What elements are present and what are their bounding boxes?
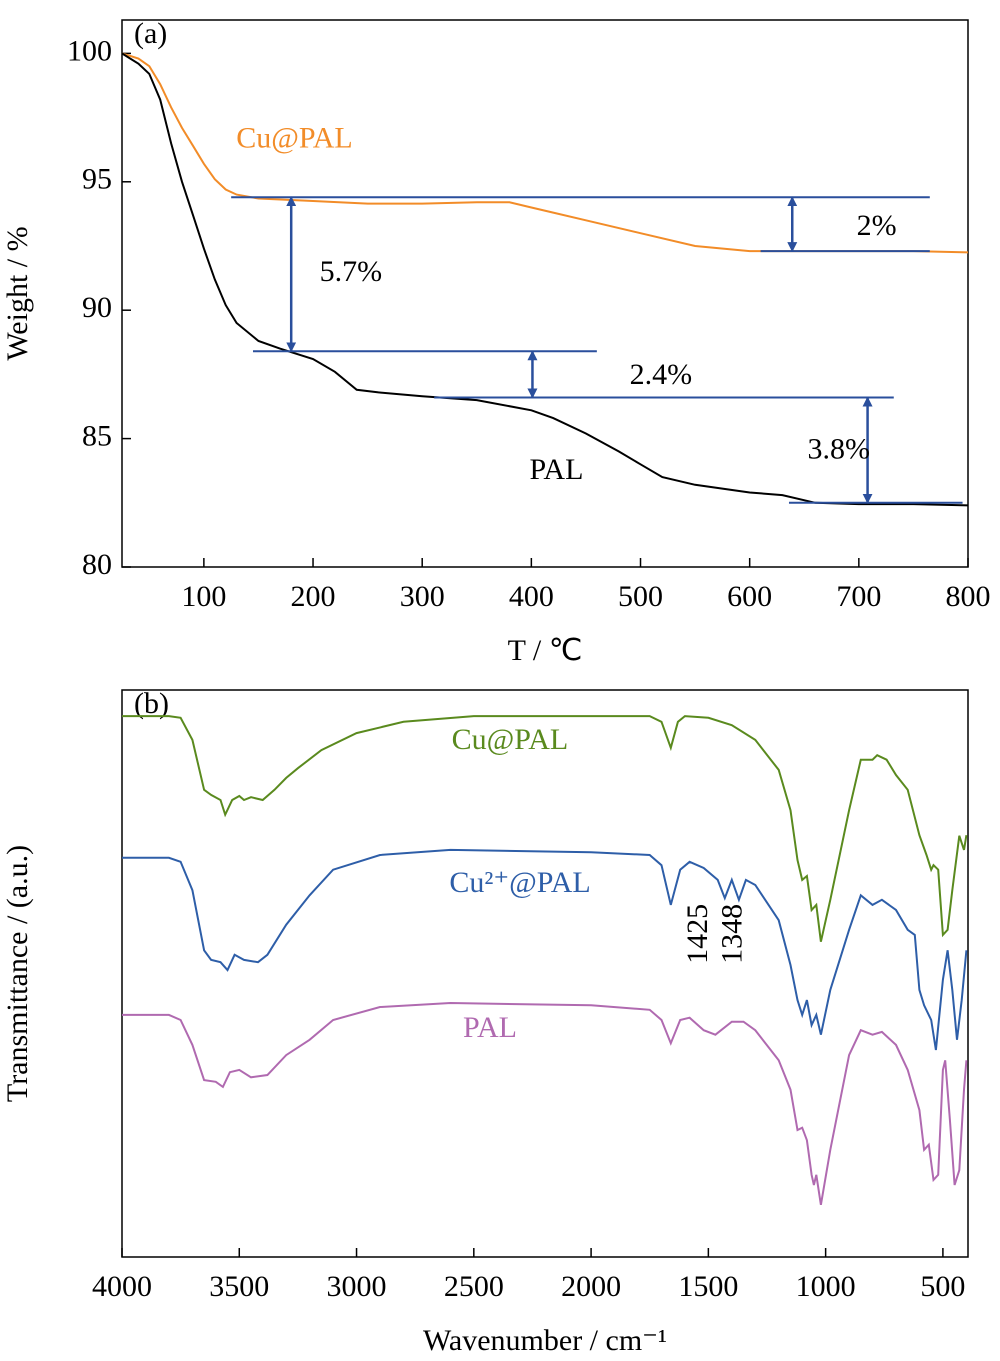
x-tick-label: 600 (727, 580, 772, 613)
y-tick-label: 85 (82, 419, 112, 452)
x-tick-label: 700 (836, 580, 881, 613)
series-label: Cu²⁺@PAL (449, 866, 590, 899)
x-tick-label: 400 (509, 580, 554, 613)
annotation: 1425 (681, 904, 714, 964)
x-tick-label: 100 (181, 580, 226, 613)
x-tick-label: 200 (291, 580, 336, 613)
annotation: 5.7% (320, 255, 383, 288)
series-label: Cu@PAL (452, 723, 569, 756)
annotation: 2.4% (630, 358, 693, 391)
plot-frame (121, 19, 969, 568)
x-tick-label: 2500 (444, 1270, 504, 1303)
y-axis-label: Weight / % (1, 226, 34, 360)
plot-frame (121, 689, 969, 1258)
y-tick-label: 100 (67, 34, 112, 67)
x-tick-label: 4000 (92, 1270, 152, 1303)
series-label: PAL (530, 453, 584, 486)
x-tick-label: 3500 (209, 1270, 269, 1303)
annotation: 1348 (716, 904, 749, 964)
x-tick-label: 1000 (796, 1270, 856, 1303)
series-label: PAL (463, 1011, 517, 1044)
annotation: 3.8% (808, 432, 871, 465)
series-line (122, 848, 968, 1051)
series-label: Cu@PAL (236, 122, 353, 155)
x-tick-label: 3000 (327, 1270, 387, 1303)
series-line (122, 715, 968, 942)
series-line (121, 52, 969, 507)
x-tick-label: 800 (946, 580, 991, 613)
x-axis-label: Wavenumber / cm⁻¹ (423, 1324, 667, 1357)
x-tick-label: 500 (920, 1270, 965, 1303)
x-axis-label: T / ℃ (508, 634, 583, 667)
y-axis-label: Transmittance / (a.u.) (1, 845, 34, 1102)
panel-label: (b) (134, 687, 169, 720)
x-tick-label: 300 (400, 580, 445, 613)
y-tick-label: 80 (82, 548, 112, 581)
series-line (122, 1001, 968, 1205)
x-tick-label: 2000 (561, 1270, 621, 1303)
x-tick-label: 1500 (678, 1270, 738, 1303)
panel-label: (a) (134, 17, 167, 50)
y-tick-label: 95 (82, 163, 112, 196)
series-line (121, 52, 969, 254)
y-tick-label: 90 (82, 291, 112, 324)
annotation: 2% (857, 209, 897, 242)
x-tick-label: 500 (618, 580, 663, 613)
